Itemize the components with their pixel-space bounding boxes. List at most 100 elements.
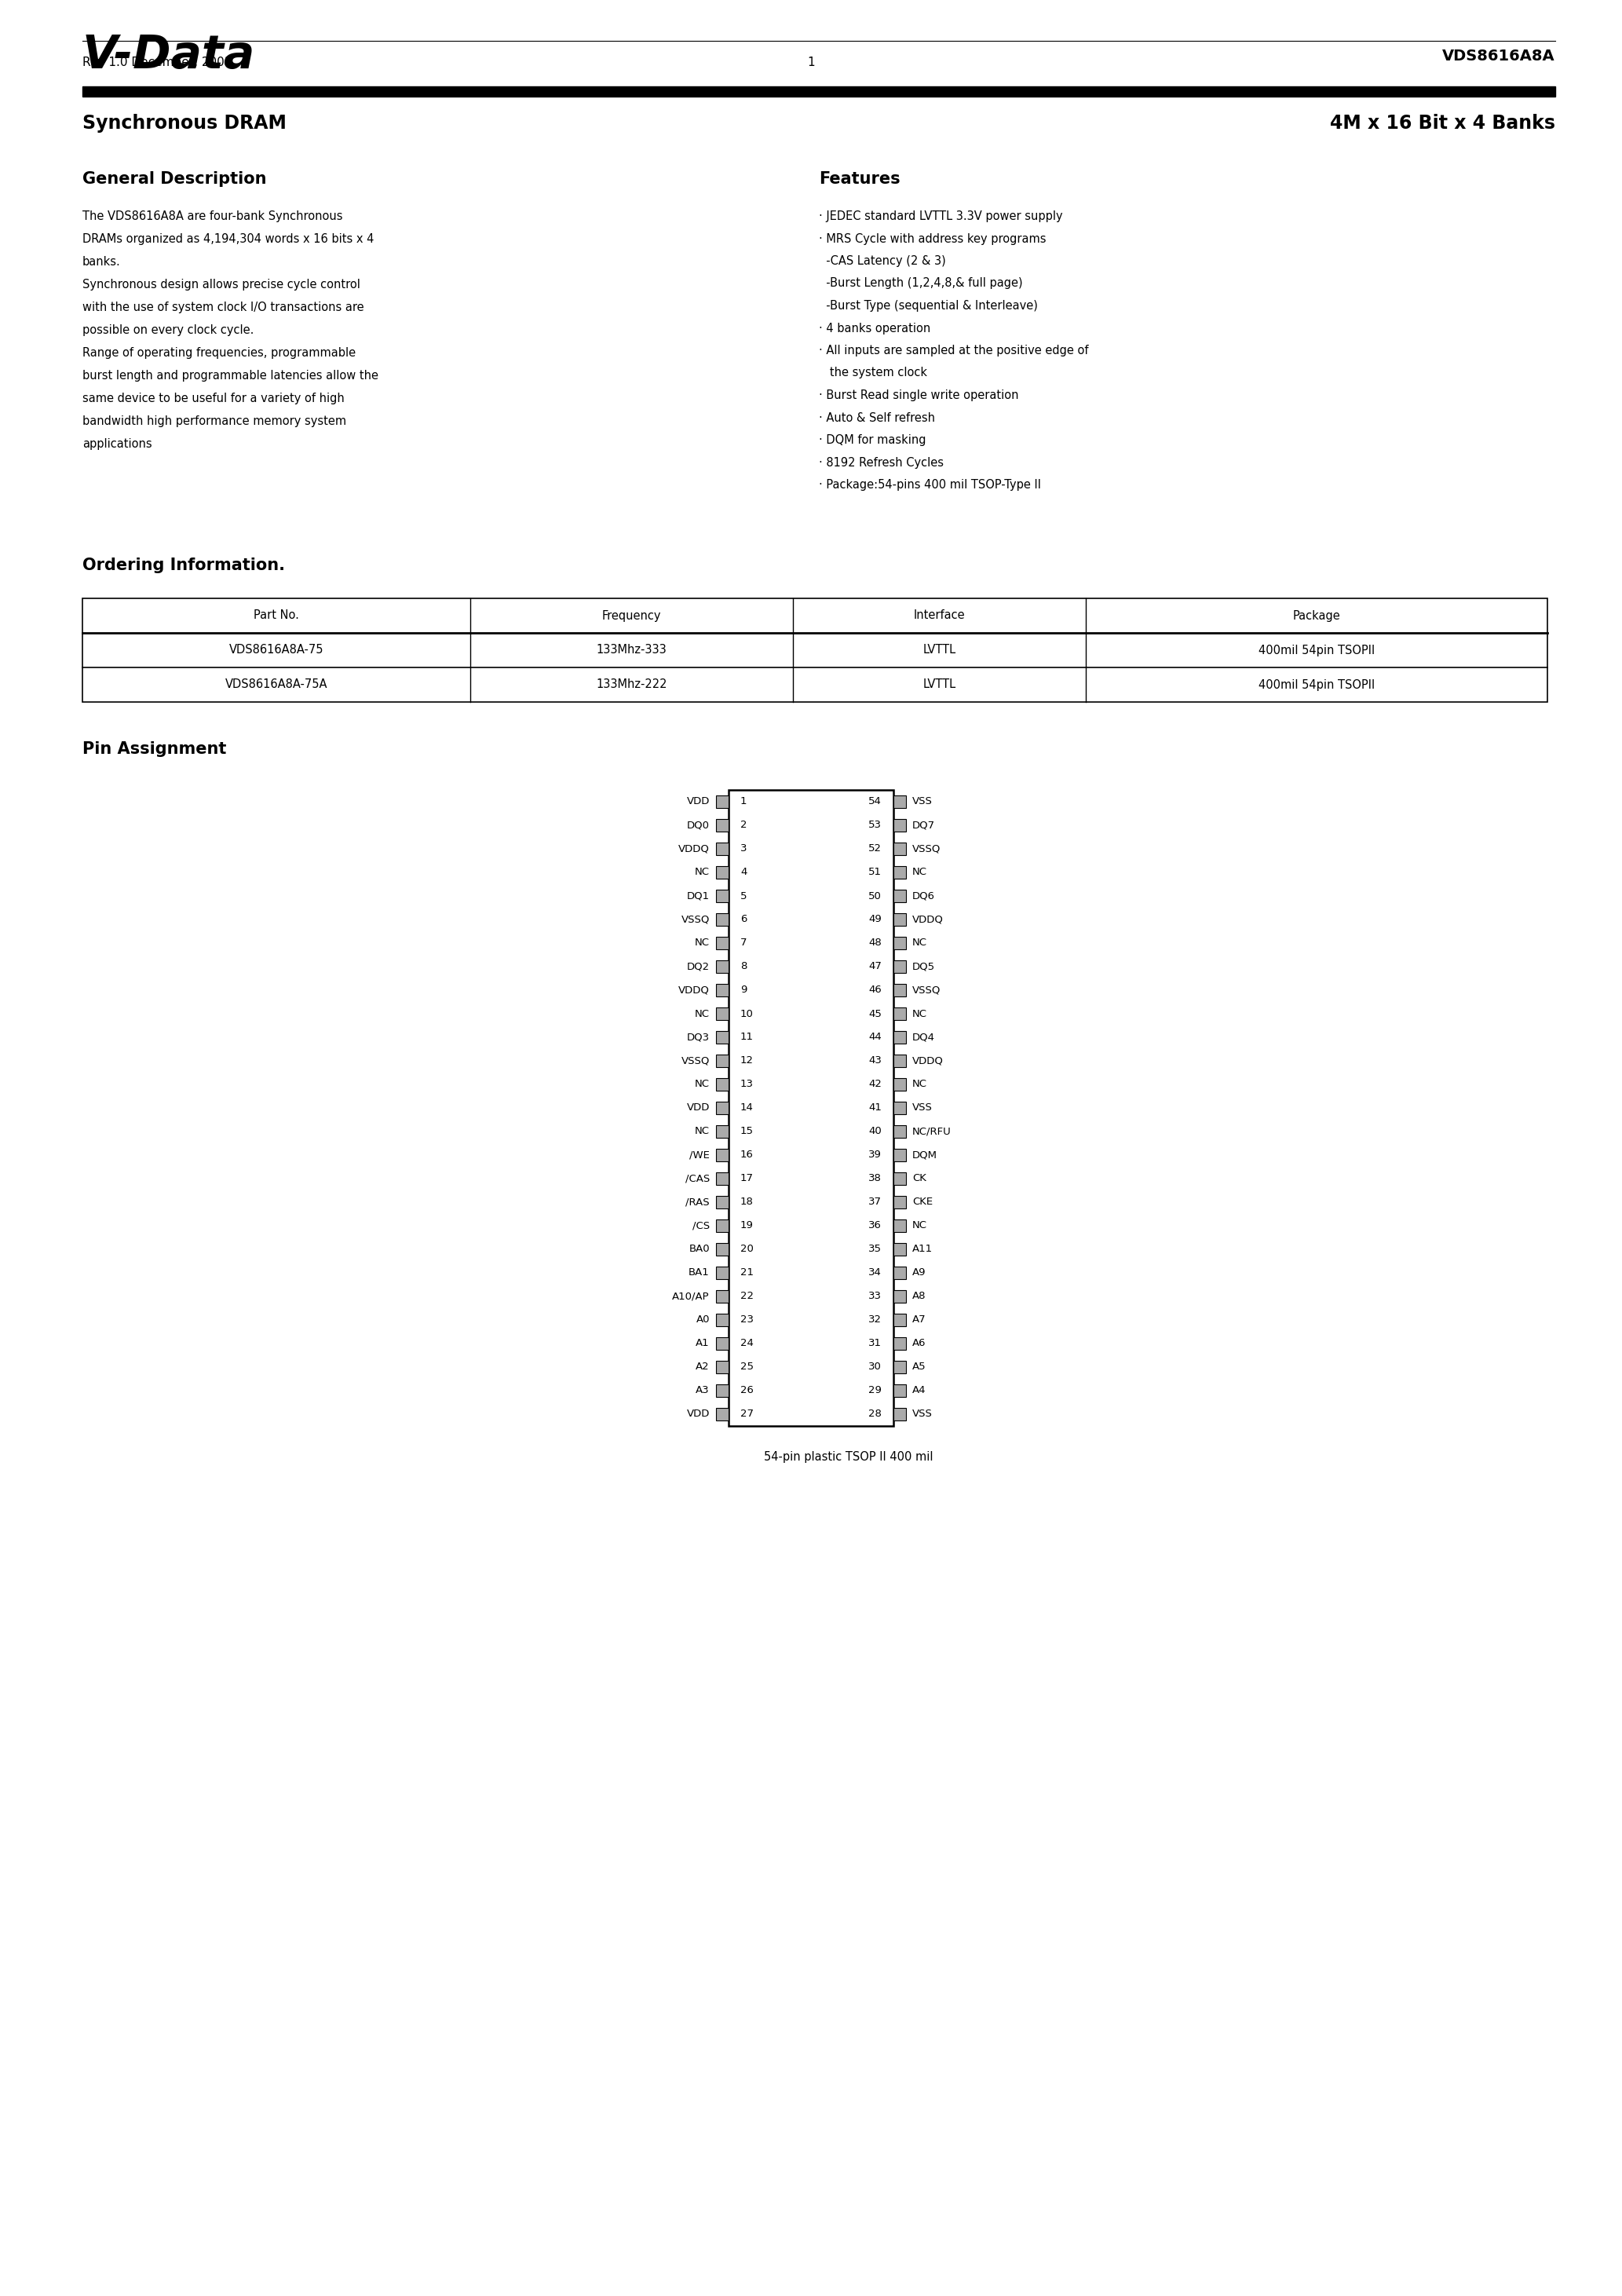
Text: 46: 46 — [868, 985, 882, 994]
Text: DQ1: DQ1 — [686, 891, 710, 900]
Text: VDDQ: VDDQ — [912, 1056, 944, 1065]
Text: 28: 28 — [868, 1410, 882, 1419]
Bar — [715, 843, 728, 856]
Text: The VDS8616A8A are four-bank Synchronous: The VDS8616A8A are four-bank Synchronous — [83, 211, 342, 223]
Text: VDS8616A8A-75: VDS8616A8A-75 — [229, 645, 324, 657]
Text: Ordering Information.: Ordering Information. — [83, 558, 285, 574]
Text: A2: A2 — [696, 1362, 710, 1373]
Bar — [894, 794, 907, 808]
Bar — [715, 1008, 728, 1019]
Bar — [894, 1077, 907, 1091]
Bar — [894, 960, 907, 974]
Text: General Description: General Description — [83, 172, 266, 186]
Text: 1: 1 — [740, 797, 748, 806]
Text: · JEDEC standard LVTTL 3.3V power supply: · JEDEC standard LVTTL 3.3V power supply — [819, 211, 1062, 223]
Text: A1: A1 — [696, 1339, 710, 1348]
Text: 133Mhz-222: 133Mhz-222 — [597, 680, 667, 691]
Text: VSS: VSS — [912, 1410, 933, 1419]
Text: 50: 50 — [868, 891, 882, 900]
Text: 8: 8 — [740, 962, 746, 971]
Text: 39: 39 — [868, 1150, 882, 1159]
Text: VSSQ: VSSQ — [912, 843, 941, 854]
Bar — [894, 1267, 907, 1279]
Text: A3: A3 — [696, 1384, 710, 1396]
Bar — [894, 1362, 907, 1373]
Bar — [894, 1290, 907, 1302]
Text: 10: 10 — [740, 1008, 754, 1019]
Text: -Burst Type (sequential & Interleave): -Burst Type (sequential & Interleave) — [819, 301, 1038, 312]
Bar — [894, 1125, 907, 1139]
Text: 21: 21 — [740, 1267, 754, 1279]
Bar — [715, 1290, 728, 1302]
Bar — [715, 1384, 728, 1396]
Text: 3: 3 — [740, 843, 748, 854]
Text: 29: 29 — [868, 1384, 882, 1396]
Text: DQ7: DQ7 — [912, 820, 936, 831]
Text: 40: 40 — [868, 1127, 882, 1137]
Text: NC: NC — [912, 1221, 928, 1231]
Text: · MRS Cycle with address key programs: · MRS Cycle with address key programs — [819, 232, 1046, 246]
Bar — [894, 820, 907, 831]
Bar — [894, 937, 907, 951]
Bar — [715, 820, 728, 831]
Text: 54-pin plastic TSOP II 400 mil: 54-pin plastic TSOP II 400 mil — [764, 1451, 933, 1463]
Text: 16: 16 — [740, 1150, 754, 1159]
Text: Package: Package — [1293, 611, 1340, 622]
Text: · All inputs are sampled at the positive edge of: · All inputs are sampled at the positive… — [819, 344, 1088, 356]
Text: V-Data: V-Data — [83, 32, 255, 78]
Text: /WE: /WE — [689, 1150, 710, 1159]
Bar — [715, 1173, 728, 1185]
Bar — [715, 1148, 728, 1162]
Text: · Package:54-pins 400 mil TSOP-Type II: · Package:54-pins 400 mil TSOP-Type II — [819, 480, 1041, 491]
Text: 25: 25 — [740, 1362, 754, 1373]
Text: DQ6: DQ6 — [912, 891, 934, 900]
Bar — [894, 1313, 907, 1327]
Text: 48: 48 — [868, 939, 882, 948]
Text: A5: A5 — [912, 1362, 926, 1373]
Text: CKE: CKE — [912, 1196, 933, 1208]
Bar — [715, 866, 728, 879]
Bar — [715, 937, 728, 951]
Text: 19: 19 — [740, 1221, 754, 1231]
Text: 49: 49 — [868, 914, 882, 925]
Text: 31: 31 — [868, 1339, 882, 1348]
Text: banks.: banks. — [83, 255, 120, 269]
Text: 30: 30 — [868, 1362, 882, 1373]
Text: 5: 5 — [740, 891, 748, 900]
Text: 13: 13 — [740, 1079, 754, 1091]
Text: A0: A0 — [696, 1316, 710, 1325]
Text: /CAS: /CAS — [684, 1173, 710, 1185]
Text: DRAMs organized as 4,194,304 words x 16 bits x 4: DRAMs organized as 4,194,304 words x 16 … — [83, 234, 375, 246]
Bar — [715, 794, 728, 808]
Text: 12: 12 — [740, 1056, 754, 1065]
Bar — [715, 889, 728, 902]
Text: DQ5: DQ5 — [912, 962, 936, 971]
Text: 34: 34 — [868, 1267, 882, 1279]
Bar — [894, 1336, 907, 1350]
Text: 26: 26 — [740, 1384, 754, 1396]
Text: 6: 6 — [740, 914, 746, 925]
Text: VDS8616A8A: VDS8616A8A — [1442, 48, 1555, 64]
Text: · DQM for masking: · DQM for masking — [819, 434, 926, 445]
Text: 41: 41 — [868, 1102, 882, 1114]
Text: 32: 32 — [868, 1316, 882, 1325]
Text: NC: NC — [912, 1079, 928, 1091]
Text: VSSQ: VSSQ — [681, 1056, 710, 1065]
Text: 44: 44 — [868, 1033, 882, 1042]
Bar — [715, 1102, 728, 1114]
Text: · Burst Read single write operation: · Burst Read single write operation — [819, 390, 1019, 402]
Text: same device to be useful for a variety of high: same device to be useful for a variety o… — [83, 393, 344, 404]
Bar — [715, 1219, 728, 1233]
Text: 7: 7 — [740, 939, 748, 948]
Text: A8: A8 — [912, 1290, 926, 1302]
Bar — [894, 1407, 907, 1421]
Text: LVTTL: LVTTL — [923, 680, 955, 691]
Bar — [894, 1219, 907, 1233]
Text: VDDQ: VDDQ — [678, 985, 710, 994]
Text: 24: 24 — [740, 1339, 754, 1348]
Bar — [728, 790, 894, 1426]
Bar — [894, 1102, 907, 1114]
Text: A11: A11 — [912, 1244, 933, 1254]
Text: NC: NC — [694, 1079, 710, 1091]
Text: BA1: BA1 — [689, 1267, 710, 1279]
